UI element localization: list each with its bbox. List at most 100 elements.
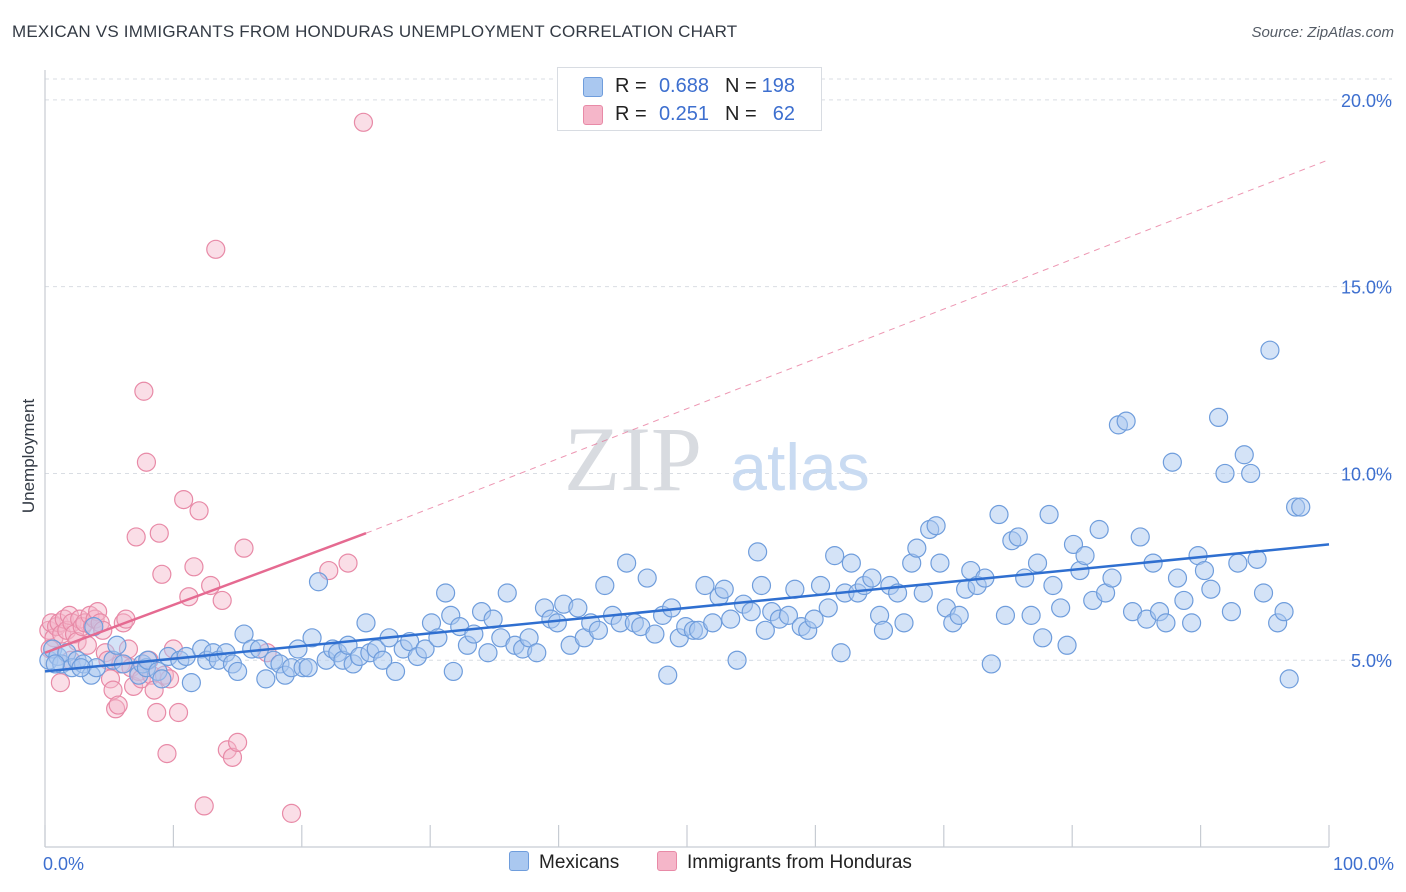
mexicans-point (497, 583, 517, 603)
honduras-point (174, 489, 194, 510)
mexicans-point (1167, 568, 1188, 588)
mexicans-point (478, 643, 498, 663)
honduras-point (149, 523, 169, 543)
mexicans-point (1253, 583, 1274, 603)
axes (44, 70, 1330, 848)
honduras-point (338, 553, 358, 573)
mexicans-trend-line (44, 543, 1330, 673)
r-label: R = (615, 103, 647, 125)
honduras-point (281, 803, 302, 823)
mexicans-point (373, 650, 393, 670)
correlation-legend: R = 0.688 N = 198 R = 0.251 N = 62 (557, 67, 822, 131)
mexicans-point (1039, 504, 1059, 525)
mexicans-point (1201, 579, 1221, 599)
mexicans-point (748, 542, 768, 562)
y-tick-label: 20.0% (1341, 91, 1392, 111)
watermark: ZIP atlas (564, 408, 870, 510)
mexicans-point (862, 568, 882, 588)
grid-lines (45, 78, 1392, 661)
honduras-trend-line (44, 532, 367, 654)
mexicans-point (949, 605, 969, 625)
honduras-point (152, 564, 172, 584)
mexicans-point (741, 602, 761, 622)
mexicans-point (1260, 340, 1280, 360)
mexicans-point (818, 598, 838, 618)
mexicans-legend-label: Mexicans (539, 852, 620, 873)
honduras-point (108, 695, 128, 715)
honduras-point (147, 702, 167, 723)
r-label: R = (615, 75, 647, 97)
mexicans-point (308, 572, 329, 592)
honduras-swatch (583, 105, 603, 125)
mexicans-point (751, 575, 772, 596)
mexicans-point (356, 613, 376, 633)
honduras-point (234, 538, 254, 558)
mexicans-point (825, 546, 845, 566)
honduras-point (136, 452, 157, 472)
mexicans-points (39, 340, 1311, 693)
mexicans-point (755, 620, 775, 640)
honduras-point (194, 796, 214, 816)
mexicans-point (703, 613, 723, 633)
mexicans-point (1228, 553, 1248, 573)
mexicans-point (981, 654, 1001, 674)
watermark-atlas: atlas (730, 430, 869, 504)
mexicans-point (658, 665, 678, 685)
legend-row-honduras: R = 0.251 N = 62 (558, 101, 821, 129)
mexicans-point (1116, 411, 1136, 431)
mexicans-point (804, 609, 824, 629)
honduras-point (134, 381, 154, 401)
mexicans-point (1130, 527, 1150, 547)
mexicans-point (181, 673, 201, 693)
mexicans-point (894, 613, 914, 633)
mexicans-point (1215, 463, 1235, 484)
mexicans-point (637, 568, 657, 588)
honduras-point (184, 557, 204, 577)
legend-item-mexicans[interactable]: Mexicans (509, 851, 619, 874)
mexicans-point (1027, 553, 1048, 573)
honduras-point (168, 702, 189, 723)
mexicans-point (1033, 628, 1053, 648)
trend-lines (44, 159, 1330, 673)
mexicans-point (568, 598, 588, 618)
x-tick-label: 0.0% (43, 854, 84, 874)
mexicans-point (831, 643, 851, 663)
mexicans-point (1241, 463, 1261, 484)
mexicans-point (1015, 568, 1035, 588)
mexicans-point (873, 620, 894, 640)
mexicans-point (926, 516, 946, 536)
mexicans-point (595, 575, 615, 596)
mexicans-point (1234, 445, 1254, 465)
n-value: 62 (772, 103, 795, 125)
r-value: 0.251 (658, 103, 709, 125)
mexicans-point (527, 643, 547, 663)
y-axis-label: Unemployment (19, 399, 38, 514)
r-value: 0.688 (658, 75, 709, 97)
mexicans-point (1057, 635, 1077, 655)
honduras-trend-extension (365, 159, 1330, 534)
mexicans-point (152, 669, 172, 689)
mexicans-point (45, 654, 65, 674)
mexicans-point (645, 624, 665, 644)
mexicans-point (1051, 598, 1071, 618)
mexicans-point (415, 639, 435, 659)
mexicans-point (810, 575, 831, 596)
tick-labels: 5.0% 10.0% 15.0% 20.0% 0.0% 100.0% (43, 91, 1394, 874)
honduras-point (222, 747, 243, 767)
mexicans-point (1021, 605, 1041, 625)
mexicans-point (107, 635, 127, 655)
mexicans-point (907, 538, 927, 558)
mexicans-point (1291, 497, 1311, 517)
y-tick-label: 15.0% (1341, 278, 1392, 298)
legend-item-honduras[interactable]: Immigrants from Honduras (657, 851, 912, 874)
mexicans-point (298, 658, 318, 678)
honduras-point (103, 680, 123, 700)
n-value: 198 (761, 75, 795, 97)
honduras-point (189, 501, 209, 521)
mexicans-point (1089, 519, 1109, 540)
mexicans-point (1162, 452, 1182, 472)
mexicans-point (1043, 575, 1063, 596)
honduras-point (59, 605, 79, 625)
n-label: N = (725, 75, 757, 97)
